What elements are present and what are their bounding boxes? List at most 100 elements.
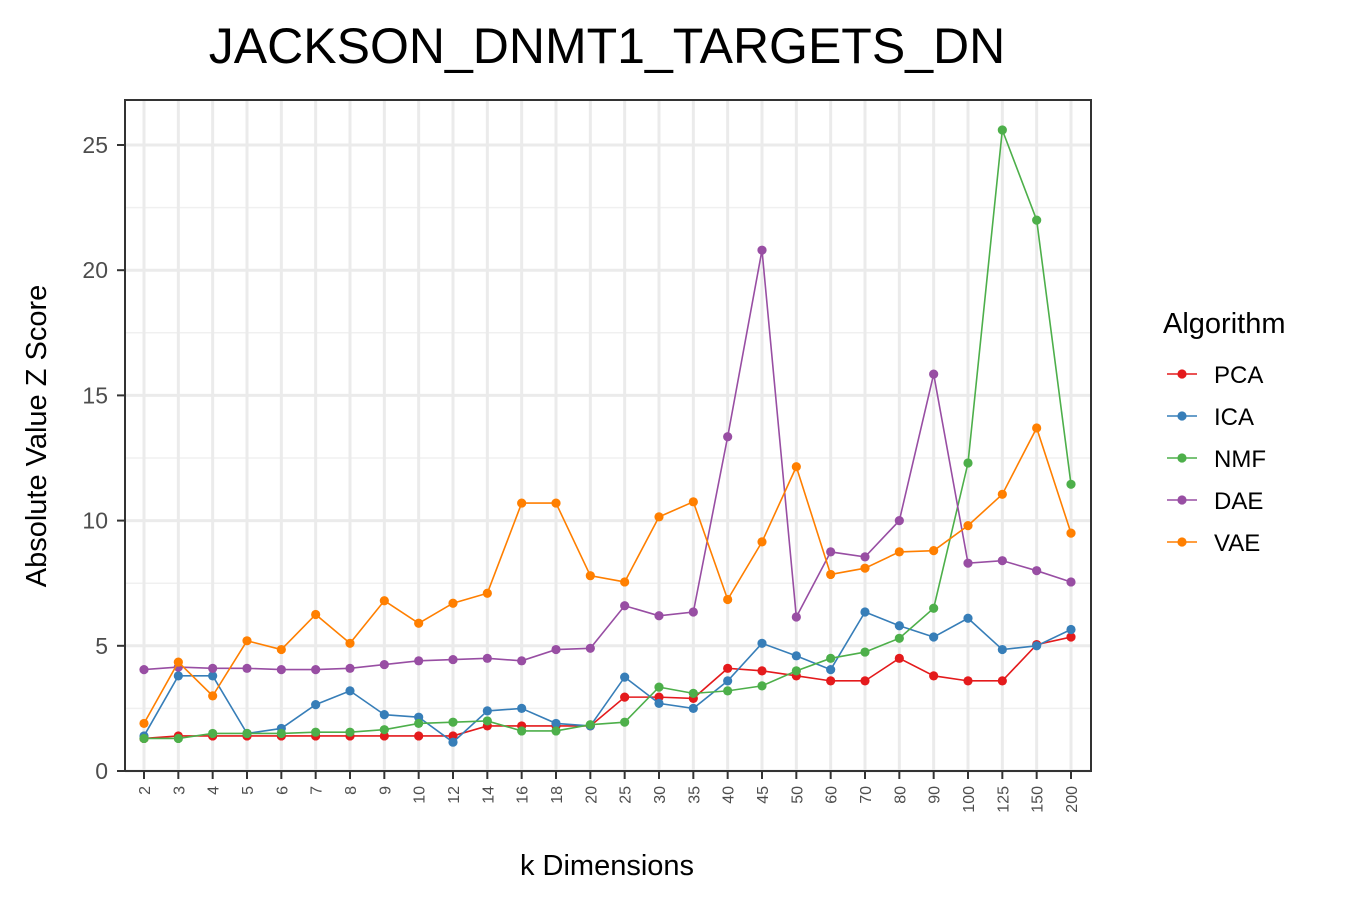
data-point-ica — [860, 607, 870, 617]
y-tick-label: 10 — [82, 508, 108, 534]
legend-item-nmf: NMF — [1167, 446, 1266, 473]
chart-title: JACKSON_DNMT1_TARGETS_DN — [209, 18, 1005, 74]
data-point-nmf — [963, 458, 973, 468]
data-point-dae — [1032, 566, 1042, 576]
x-tick-label: 125 — [995, 786, 1012, 813]
x-tick-label: 30 — [652, 786, 669, 804]
data-point-nmf — [448, 717, 458, 727]
data-point-vae — [963, 521, 973, 531]
data-point-vae — [345, 638, 355, 648]
data-point-dae — [654, 611, 664, 621]
data-point-dae — [826, 547, 836, 557]
series-line-dae — [143, 250, 1072, 671]
data-point-nmf — [620, 717, 630, 727]
data-point-ica — [551, 718, 561, 729]
data-point-vae — [791, 462, 801, 472]
data-point-dae — [860, 552, 870, 562]
x-tick-label: 60 — [824, 786, 841, 804]
x-tick-label: 5 — [240, 786, 257, 795]
data-point-vae — [276, 644, 286, 655]
data-point-ica — [517, 703, 527, 714]
data-point-vae — [311, 609, 321, 620]
data-point-nmf — [1032, 215, 1042, 225]
data-point-ica — [173, 671, 183, 681]
series-line-nmf — [144, 129, 1072, 740]
data-point-dae — [894, 516, 904, 526]
data-point-dae — [963, 558, 973, 568]
data-point-nmf — [345, 727, 355, 737]
data-point-nmf — [139, 733, 149, 744]
data-point-nmf — [482, 716, 492, 726]
data-point-nmf — [757, 681, 767, 691]
data-point-vae — [139, 718, 149, 729]
y-tick-label: 0 — [95, 758, 108, 784]
data-point-pca — [860, 676, 870, 686]
legend-title: Algorithm — [1163, 308, 1286, 340]
data-point-vae — [482, 588, 492, 598]
data-point-dae — [620, 601, 630, 611]
data-point-nmf — [208, 728, 218, 739]
data-point-nmf — [791, 666, 801, 676]
x-tick-label: 10 — [412, 786, 429, 804]
data-point-nmf — [379, 725, 389, 735]
legend-items: PCA ICA NMF DAE VAE — [1167, 362, 1266, 557]
x-tick-label: 25 — [618, 786, 635, 804]
x-tick-label: 9 — [377, 786, 394, 795]
data-point-ica — [448, 737, 458, 747]
data-point-vae — [379, 596, 389, 606]
legend-point-key — [1177, 495, 1187, 505]
series-dae — [139, 245, 1076, 675]
x-tick-label: 18 — [549, 786, 566, 804]
data-point-nmf — [276, 728, 286, 739]
data-point-nmf — [242, 728, 252, 739]
data-point-pca — [620, 692, 630, 702]
x-tick-label: 7 — [309, 786, 326, 795]
x-tick-label: 80 — [892, 786, 909, 804]
data-point-dae — [929, 369, 939, 379]
data-point-nmf — [929, 603, 939, 613]
data-point-vae — [757, 537, 767, 547]
data-point-ica — [997, 644, 1007, 655]
series-layer — [139, 125, 1076, 747]
data-point-pca — [997, 676, 1007, 686]
data-point-ica — [1032, 641, 1042, 651]
x-tick-label: 16 — [515, 786, 532, 804]
data-point-vae — [894, 547, 904, 557]
data-point-pca — [723, 663, 733, 673]
data-point-pca — [757, 666, 767, 676]
data-point-ica — [963, 613, 973, 623]
y-axis-title: Absolute Value Z Score — [21, 285, 53, 588]
data-point-pca — [929, 671, 939, 681]
x-tick-label: 50 — [789, 786, 806, 804]
data-point-ica — [723, 676, 733, 686]
data-point-ica — [826, 664, 836, 675]
data-point-vae — [1032, 423, 1042, 433]
data-point-nmf — [414, 718, 424, 729]
legend-point-key — [1177, 411, 1187, 421]
data-point-dae — [688, 607, 698, 617]
data-point-dae — [1066, 577, 1076, 587]
data-point-dae — [551, 644, 561, 655]
data-point-vae — [551, 498, 561, 508]
x-tick-label: 6 — [274, 786, 291, 795]
data-point-nmf — [826, 653, 836, 663]
y-tick-label: 25 — [82, 132, 108, 158]
legend: Algorithm PCA ICA NMF DAE VAE — [1163, 308, 1286, 557]
data-point-vae — [208, 691, 218, 701]
data-point-vae — [414, 618, 424, 628]
x-tick-label: 2 — [137, 786, 154, 795]
data-point-dae — [276, 664, 286, 675]
data-point-ica — [688, 703, 698, 714]
series-line-ica — [143, 611, 1072, 744]
data-point-nmf — [688, 688, 698, 698]
data-point-ica — [654, 698, 664, 708]
y-tick-label: 5 — [95, 633, 108, 659]
legend-label: PCA — [1214, 362, 1263, 389]
data-point-vae — [585, 571, 595, 581]
data-point-nmf — [894, 633, 904, 643]
x-tick-label: 90 — [927, 786, 944, 804]
x-tick-label: 8 — [343, 786, 360, 795]
